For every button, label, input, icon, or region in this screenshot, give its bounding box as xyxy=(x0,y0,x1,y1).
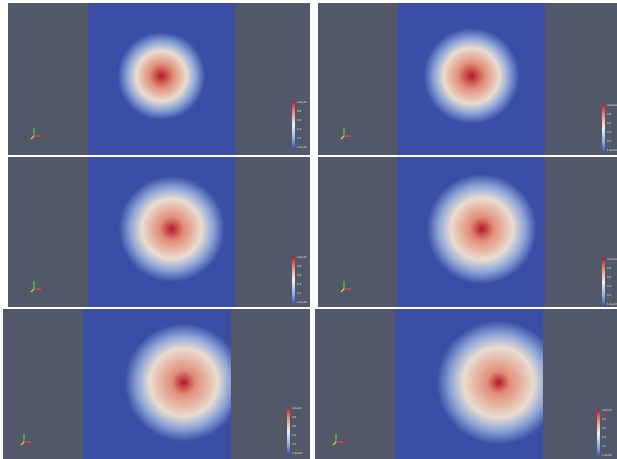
colorbar-tick: 1.0e-02 xyxy=(607,303,617,306)
colorbar-gradient xyxy=(292,101,295,149)
colorbar-tick: 0.6 xyxy=(607,122,612,125)
colorbar-tick: 0.2 xyxy=(607,294,612,297)
colorbar-tick: 0.8 xyxy=(297,265,302,268)
colorbar-tick: 0.6 xyxy=(297,274,302,277)
colorbar-tick: 4.0e-01 xyxy=(607,104,617,107)
colorbar-tick: 0.4 xyxy=(607,131,612,134)
colorbar-tick: 0.2 xyxy=(292,443,297,446)
simulation-domain xyxy=(398,157,545,307)
colorbar-tick: 4.0e-01 xyxy=(292,407,302,410)
colorbar-tick: 4.0e-01 xyxy=(607,258,617,261)
colorbar-tick: 0.2 xyxy=(297,137,302,140)
colorbar-gradient xyxy=(602,104,605,152)
orientation-axes-icon xyxy=(28,277,50,295)
simulation-domain xyxy=(83,309,231,459)
orientation-axes-icon xyxy=(338,124,360,142)
colorbar-tick: 1.0e-02 xyxy=(297,146,307,149)
viewport-2[interactable]: 4.0e-01 0.8 0.6 0.4 0.2 1.0e-02 xyxy=(318,3,617,155)
simulation-domain xyxy=(395,309,543,459)
viewport-4[interactable]: 4.0e-01 0.8 0.6 0.4 0.2 1.0e-02 xyxy=(318,157,617,307)
viewport-5[interactable]: 4.0e-01 0.8 0.6 0.4 0.2 1.0e-02 xyxy=(3,309,310,459)
colorbar-tick: 1.0e-02 xyxy=(292,452,302,455)
colorbar-tick: 0.2 xyxy=(607,140,612,143)
colorbar-tick: 4.0e-01 xyxy=(297,256,307,259)
colorbar-gradient xyxy=(602,258,605,306)
color-legend: 4.0e-01 0.8 0.6 0.4 0.2 1.0e-02 xyxy=(597,409,617,457)
viewport-6[interactable]: 4.0e-01 0.8 0.6 0.4 0.2 1.0e-02 xyxy=(315,309,617,459)
orientation-axes-icon xyxy=(338,277,360,295)
colorbar-tick: 0.8 xyxy=(607,113,612,116)
colorbar-tick: 0.6 xyxy=(292,425,297,428)
colorbar-tick: 1.0e-02 xyxy=(602,454,612,457)
colorbar-tick: 4.0e-01 xyxy=(297,101,307,104)
viewport-1[interactable]: 4.0e-01 0.8 0.6 0.4 0.2 1.0e-02 xyxy=(8,3,310,155)
colorbar-tick: 0.4 xyxy=(297,283,302,286)
viewport-3[interactable]: 4.0e-01 0.8 0.6 0.4 0.2 1.0e-02 xyxy=(8,157,310,307)
colorbar-tick: 0.6 xyxy=(607,276,612,279)
colorbar-tick: 4.0e-01 xyxy=(602,409,612,412)
colorbar-tick: 0.6 xyxy=(602,427,607,430)
simulation-domain xyxy=(398,3,545,155)
orientation-axes-icon xyxy=(28,124,50,142)
colorbar-tick: 0.8 xyxy=(292,416,297,419)
colorbar-gradient xyxy=(287,407,290,455)
colorbar-tick: 1.0e-02 xyxy=(297,301,307,304)
color-legend: 4.0e-01 0.8 0.6 0.4 0.2 1.0e-02 xyxy=(602,258,617,306)
colorbar-tick: 0.4 xyxy=(297,128,302,131)
colorbar-tick: 0.8 xyxy=(602,418,607,421)
orientation-axes-icon xyxy=(330,430,352,448)
simulation-domain xyxy=(88,3,235,155)
colorbar-tick: 0.6 xyxy=(297,119,302,122)
colorbar-tick: 0.4 xyxy=(292,434,297,437)
color-legend: 4.0e-01 0.8 0.6 0.4 0.2 1.0e-02 xyxy=(602,104,617,152)
simulation-domain xyxy=(88,157,235,307)
colorbar-gradient xyxy=(292,256,295,304)
colorbar-gradient xyxy=(597,409,600,457)
colorbar-tick: 0.8 xyxy=(607,267,612,270)
orientation-axes-icon xyxy=(18,430,40,448)
colorbar-tick: 0.2 xyxy=(297,292,302,295)
colorbar-tick: 0.8 xyxy=(297,110,302,113)
colorbar-tick: 0.4 xyxy=(607,285,612,288)
color-legend: 4.0e-01 0.8 0.6 0.4 0.2 1.0e-02 xyxy=(287,407,310,455)
colorbar-tick: 1.0e-02 xyxy=(607,149,617,152)
colorbar-tick: 0.2 xyxy=(602,445,607,448)
color-legend: 4.0e-01 0.8 0.6 0.4 0.2 1.0e-02 xyxy=(292,101,310,149)
colorbar-tick: 0.4 xyxy=(602,436,607,439)
color-legend: 4.0e-01 0.8 0.6 0.4 0.2 1.0e-02 xyxy=(292,256,310,304)
